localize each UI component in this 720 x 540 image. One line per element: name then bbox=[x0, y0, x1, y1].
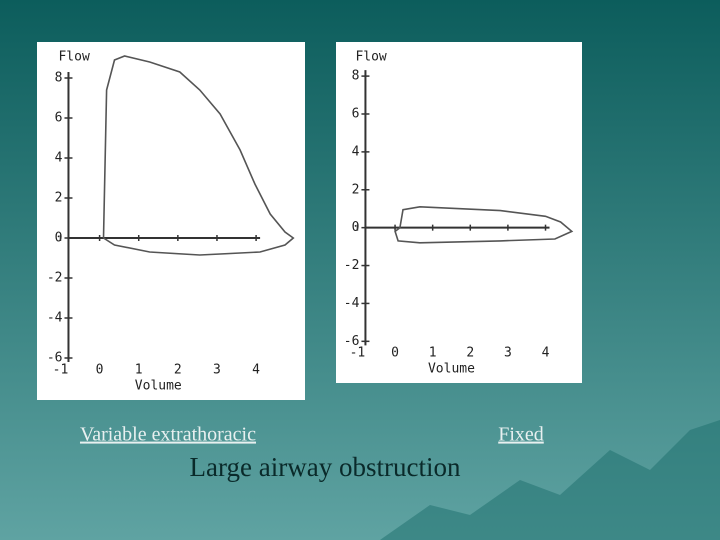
x-tick-label: -1 bbox=[53, 363, 69, 378]
y-tick-label: -4 bbox=[47, 311, 63, 326]
x-axis-label: Volume bbox=[428, 362, 475, 377]
y-tick-label: 4 bbox=[55, 151, 63, 166]
plot-panel bbox=[37, 42, 305, 400]
y-tick-label: 2 bbox=[55, 191, 63, 206]
y-tick-label: 8 bbox=[352, 69, 360, 84]
y-tick-label: -2 bbox=[344, 258, 360, 273]
chart-caption: Variable extrathoracic bbox=[80, 424, 256, 446]
y-tick-label: -4 bbox=[344, 296, 360, 311]
y-tick-label: 2 bbox=[352, 182, 360, 197]
x-tick-label: 1 bbox=[429, 346, 437, 361]
slide-title: Large airway obstruction bbox=[190, 452, 461, 482]
y-tick-label: 6 bbox=[55, 111, 63, 126]
flow-volume-loop bbox=[394, 205, 574, 244]
x-tick-label: 3 bbox=[213, 363, 221, 378]
y-tick-label: -6 bbox=[47, 351, 63, 366]
flow-volume-loop bbox=[102, 55, 295, 256]
x-tick-label: 3 bbox=[504, 346, 512, 361]
y-tick-label: 8 bbox=[55, 71, 63, 86]
x-tick-label: 4 bbox=[542, 346, 550, 361]
x-tick-label: 2 bbox=[174, 363, 182, 378]
x-tick-label: 0 bbox=[391, 346, 399, 361]
y-tick-label: 6 bbox=[352, 106, 360, 121]
x-tick-label: -1 bbox=[350, 346, 366, 361]
plot-panel bbox=[336, 42, 582, 383]
x-tick-label: 4 bbox=[252, 363, 260, 378]
chart-caption: Fixed bbox=[498, 424, 544, 446]
y-tick-label: 0 bbox=[55, 231, 63, 246]
x-axis-label: Volume bbox=[135, 379, 182, 394]
x-tick-label: 1 bbox=[135, 363, 143, 378]
y-axis-label: Flow bbox=[355, 50, 386, 65]
y-axis-label: Flow bbox=[58, 50, 89, 65]
y-tick-label: -2 bbox=[47, 271, 63, 286]
y-tick-label: -6 bbox=[344, 334, 360, 349]
decoration bbox=[380, 420, 720, 540]
x-tick-label: 0 bbox=[96, 363, 104, 378]
y-tick-label: 0 bbox=[352, 220, 360, 235]
x-tick-label: 2 bbox=[466, 346, 474, 361]
y-tick-label: 4 bbox=[352, 144, 360, 159]
